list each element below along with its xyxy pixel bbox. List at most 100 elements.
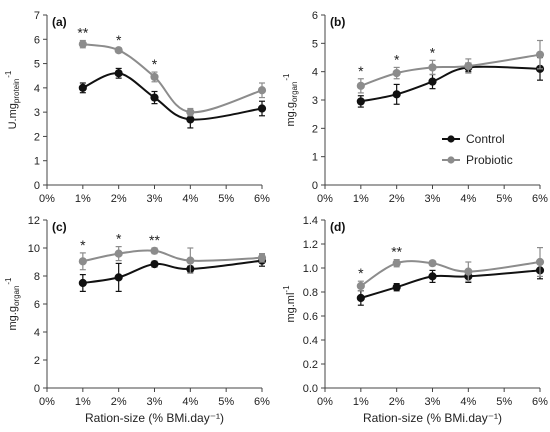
x-tick-label: 5%: [496, 396, 512, 408]
legend-label-control: Control: [466, 132, 505, 146]
data-point-probiotic: [114, 46, 123, 55]
y-tick-label: 0.4: [303, 335, 318, 347]
data-point-probiotic: [392, 259, 401, 268]
x-tick-label: 6%: [532, 396, 548, 408]
x-axis-label: Ration-size (% BMi.day⁻¹): [85, 411, 224, 425]
x-tick-label: 1%: [75, 193, 91, 205]
y-axis-label: U.mgprotein -1: [4, 70, 21, 129]
data-point-control: [150, 260, 159, 269]
y-axis-label: mg.gorgan -1: [282, 73, 299, 127]
data-point-probiotic: [257, 86, 267, 95]
data-point-control: [257, 104, 267, 113]
y-tick-label: 1.2: [303, 239, 318, 251]
significance-marker: *: [358, 265, 364, 281]
x-tick-label: 3%: [425, 193, 441, 205]
legend-marker-control: [447, 135, 455, 143]
data-point-control: [78, 83, 87, 92]
data-point-control: [114, 273, 123, 282]
data-point-probiotic: [114, 249, 123, 258]
significance-marker: *: [430, 44, 436, 60]
x-tick-label: 4%: [460, 396, 476, 408]
series-line-probiotic: [82, 43, 263, 114]
y-tick-label: 0.6: [303, 311, 318, 323]
significance-marker: *: [80, 237, 86, 253]
x-tick-label: 5%: [496, 193, 512, 205]
significance-marker: **: [149, 232, 160, 248]
data-point-probiotic: [186, 108, 195, 117]
y-tick-label: 6: [312, 10, 318, 22]
panel-letter: (b): [330, 15, 345, 29]
y-tick-label: 3: [34, 107, 40, 119]
x-tick-label: 0%: [317, 193, 333, 205]
data-point-control: [392, 90, 401, 99]
data-point-control: [186, 115, 195, 124]
data-point-probiotic: [428, 259, 437, 268]
y-tick-label: 1.4: [303, 215, 318, 227]
data-point-probiotic: [186, 256, 195, 265]
x-tick-label: 0%: [39, 193, 55, 205]
data-point-probiotic: [392, 68, 401, 78]
y-tick-label: 2: [34, 355, 40, 367]
series-line-control: [360, 269, 541, 299]
y-axis-label: mg.ml-1: [282, 285, 297, 323]
data-point-probiotic: [535, 257, 545, 267]
data-point-control: [114, 69, 123, 78]
significance-marker: *: [358, 63, 364, 79]
y-tick-label: 2: [34, 131, 40, 143]
data-point-control: [150, 93, 159, 102]
y-tick-label: 5: [34, 59, 40, 71]
data-point-control: [392, 283, 401, 292]
x-tick-label: 4%: [182, 193, 198, 205]
data-point-probiotic: [150, 246, 159, 255]
x-tick-label: 2%: [389, 396, 405, 408]
data-point-probiotic: [464, 61, 473, 71]
chart-panel-1: 0 1 2 3 4 5 6 7 0% 1% 2% 3% 4% 5% 6% U.mgprotein -1 (a) *…: [4, 10, 270, 205]
legend-marker-probiotic: [447, 156, 455, 164]
y-tick-label: 8: [34, 271, 40, 283]
y-tick-label: 0.2: [303, 359, 318, 371]
x-tick-label: 5%: [218, 193, 234, 205]
y-tick-label: 4: [34, 83, 40, 95]
y-tick-label: 2: [312, 123, 318, 135]
data-point-probiotic: [150, 72, 159, 82]
panel-letter: (d): [330, 220, 345, 234]
significance-marker: **: [391, 244, 402, 260]
significance-marker: **: [77, 25, 88, 41]
data-point-control: [78, 278, 87, 288]
y-tick-label: 5: [312, 38, 318, 50]
significance-marker: *: [152, 56, 158, 72]
significance-marker: *: [116, 231, 122, 247]
data-point-probiotic: [535, 50, 545, 59]
y-tick-label: 10: [28, 243, 40, 255]
series-line-control: [82, 259, 263, 284]
y-tick-label: 1: [312, 152, 318, 164]
y-tick-label: 3: [312, 95, 318, 107]
data-point-control: [356, 97, 365, 106]
panel-letter: (c): [52, 220, 67, 234]
y-tick-label: 4: [34, 327, 40, 339]
x-tick-label: 1%: [353, 396, 369, 408]
data-point-probiotic: [428, 63, 437, 72]
y-tick-label: 0.8: [303, 287, 318, 299]
significance-marker: *: [394, 51, 400, 67]
data-point-control: [356, 293, 365, 303]
data-point-probiotic: [464, 267, 473, 276]
x-tick-label: 0%: [317, 396, 333, 408]
data-point-probiotic: [356, 281, 365, 291]
series-line-control: [360, 65, 541, 103]
legend-label-probiotic: Probiotic: [466, 153, 513, 167]
data-point-probiotic: [257, 253, 267, 262]
x-tick-label: 1%: [353, 193, 369, 205]
x-tick-label: 2%: [111, 193, 127, 205]
data-point-control: [428, 272, 437, 281]
data-point-probiotic: [78, 40, 87, 49]
y-tick-label: 0.0: [303, 383, 318, 395]
y-tick-label: 4: [312, 67, 318, 79]
significance-marker: *: [116, 32, 122, 48]
data-point-probiotic: [78, 257, 87, 266]
x-tick-label: 3%: [425, 396, 441, 408]
panel-letter: (a): [52, 15, 67, 29]
x-tick-label: 4%: [182, 396, 198, 408]
x-tick-label: 2%: [389, 193, 405, 205]
